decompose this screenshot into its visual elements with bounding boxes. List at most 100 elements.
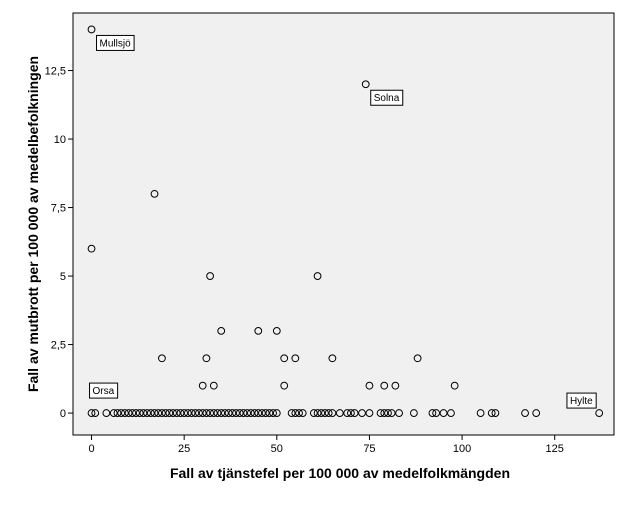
data-point	[309, 409, 318, 417]
data-point	[298, 409, 307, 417]
data-point	[180, 409, 189, 417]
x-tick-label: 75	[363, 443, 375, 455]
data-point	[191, 409, 200, 417]
data-point	[243, 409, 252, 417]
point-label: Solna	[370, 89, 404, 106]
x-tick-label: 0	[88, 443, 94, 455]
x-tick-label: 100	[453, 443, 471, 455]
data-point	[361, 80, 370, 89]
data-point	[113, 409, 122, 417]
y-tick-label: 12,5	[45, 66, 66, 78]
data-point	[213, 409, 222, 417]
data-point	[280, 381, 289, 390]
data-point	[120, 409, 129, 417]
point-annotations: Mullsjö Solna Orsa Hylte	[89, 34, 597, 409]
point-label-box	[370, 89, 404, 106]
data-point	[258, 409, 266, 417]
point-label-text: Mullsjö	[100, 38, 132, 49]
data-point	[228, 409, 237, 417]
y-axis-label: Fall av mutbrott per 100 000 av medelbef…	[25, 56, 41, 392]
data-point	[261, 409, 270, 417]
data-point	[217, 326, 226, 335]
data-point	[150, 189, 159, 198]
data-point	[428, 409, 437, 417]
data-point	[117, 409, 126, 417]
data-point	[295, 409, 303, 417]
point-label-box	[96, 34, 135, 51]
x-tick-label: 125	[546, 443, 564, 455]
y-tick-label: 2,5	[51, 340, 66, 352]
data-point	[313, 272, 322, 280]
data-point	[439, 409, 448, 417]
data-point	[413, 354, 422, 363]
data-point	[395, 409, 403, 417]
data-point	[209, 381, 218, 390]
data-point	[254, 409, 263, 417]
data-point	[476, 409, 485, 417]
data-point	[280, 354, 289, 363]
point-label: Hylte	[566, 392, 597, 409]
data-point	[91, 409, 100, 417]
data-point	[391, 381, 400, 390]
data-point	[87, 409, 96, 417]
data-point	[150, 409, 159, 417]
data-point	[532, 409, 541, 417]
data-point	[232, 409, 240, 417]
data-point	[169, 409, 177, 417]
point-label-text: Solna	[374, 93, 400, 104]
data-point	[376, 409, 385, 417]
data-point	[358, 409, 366, 417]
data-point	[143, 409, 152, 417]
data-point	[595, 409, 604, 417]
data-point	[328, 409, 337, 417]
data-point	[365, 381, 374, 390]
data-point	[287, 409, 296, 417]
data-point	[272, 409, 281, 417]
data-point	[317, 409, 326, 417]
data-point	[335, 409, 344, 417]
data-point	[128, 409, 137, 417]
x-axis-label: Fall av tjänstefel per 100 000 av medelf…	[170, 465, 510, 481]
y-tick-label: 7,5	[51, 203, 66, 215]
data-point	[450, 381, 459, 390]
data-point	[410, 409, 418, 417]
data-point	[365, 409, 374, 417]
data-point	[109, 409, 118, 417]
y-tick-label: 0	[60, 408, 66, 420]
data-point	[195, 409, 203, 417]
point-label: Orsa	[89, 382, 119, 399]
data-point	[487, 409, 496, 417]
point-label-text: Hylte	[570, 396, 593, 407]
data-point	[250, 409, 259, 417]
data-point	[246, 409, 255, 417]
data-point	[124, 409, 133, 417]
data-point	[202, 409, 211, 417]
point-label: Mullsjö	[96, 34, 135, 51]
data-point	[154, 409, 163, 417]
point-label-box	[89, 382, 119, 399]
data-point	[87, 25, 96, 34]
data-point	[343, 409, 352, 417]
data-point	[209, 409, 218, 417]
data-point	[239, 409, 248, 417]
data-point	[198, 381, 207, 390]
data-point	[272, 326, 281, 335]
x-axis-ticks: 0 25 50 75 100 125	[88, 435, 564, 455]
y-tick-label: 5	[60, 271, 66, 283]
data-point	[87, 244, 96, 253]
data-point	[254, 326, 263, 335]
data-point	[324, 409, 333, 417]
data-point	[132, 409, 140, 417]
point-label-text: Orsa	[93, 386, 115, 397]
data-point	[165, 409, 174, 417]
data-point	[269, 409, 277, 417]
data-point	[350, 409, 359, 417]
data-point	[291, 354, 300, 363]
data-point	[217, 409, 226, 417]
data-point	[235, 409, 244, 417]
data-point	[139, 409, 148, 417]
data-point	[380, 409, 389, 417]
data-point	[380, 381, 389, 390]
